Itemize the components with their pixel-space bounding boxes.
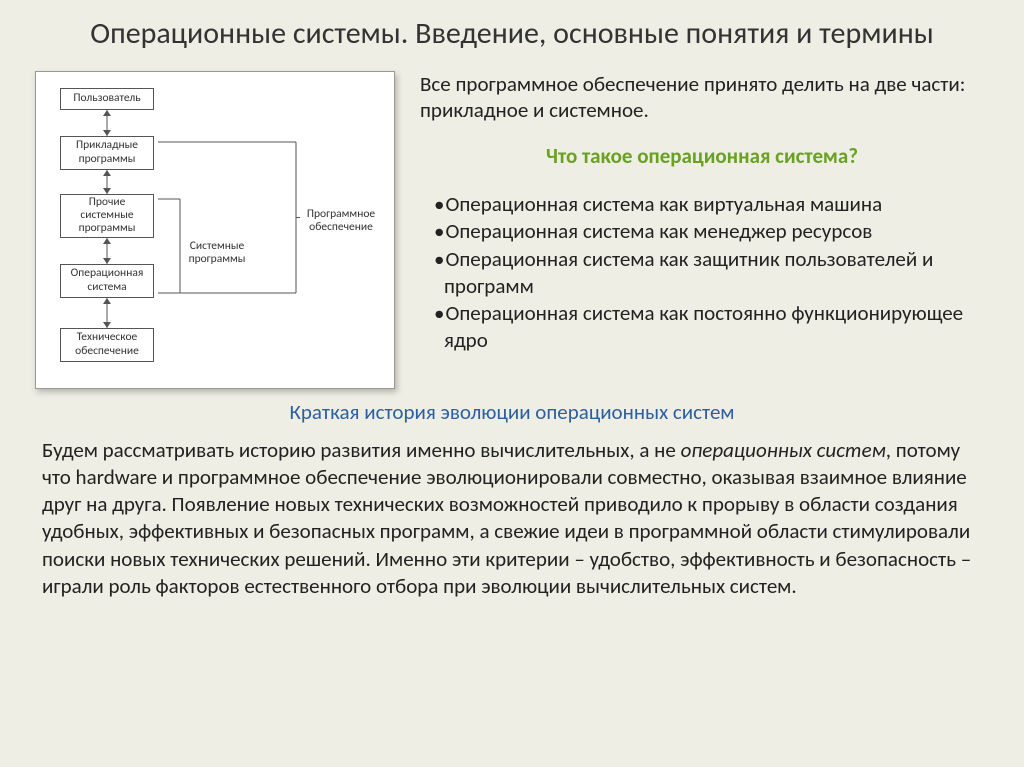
diagram: Пользователь Прикладные программы Прочие с… [46,82,384,378]
history-subhead: Краткая история эволюции операционных си… [40,399,984,425]
diagram-box-os: Операционная система [60,264,154,298]
bullet-item: Операционная система как защитник пользо… [434,246,984,301]
bullet-item: Операционная система как виртуальная маш… [434,191,984,218]
diagram-box-hw: Техническое обеспечение [60,328,154,362]
page-title: Операционные системы. Введение, основные… [40,15,984,53]
bullet-list: Операционная система как виртуальная маш… [420,191,984,355]
diagram-box-app: Прикладные программы [60,136,154,170]
bullet-item: Операционная система как постоянно функц… [434,300,984,355]
diagram-label-soft: Программное обеспечение [301,208,381,234]
history-paragraph: Будем рассматривать историю развития име… [40,437,984,601]
question-heading: Что такое операционная система? [420,143,984,169]
history-em: операционных систем [681,437,886,463]
history-text: Будем рассматривать историю развития име… [42,437,681,463]
diagram-label-sys: Системные программы [182,240,252,266]
bullet-item: Операционная система как менеджер ресурс… [434,218,984,245]
diagram-box-other: Прочие системные программы [60,194,154,238]
intro-text: Все программное обеспечение принято дели… [420,71,984,124]
diagram-box-user: Пользователь [60,88,154,110]
diagram-frame: Пользователь Прикладные программы Прочие с… [35,71,395,389]
